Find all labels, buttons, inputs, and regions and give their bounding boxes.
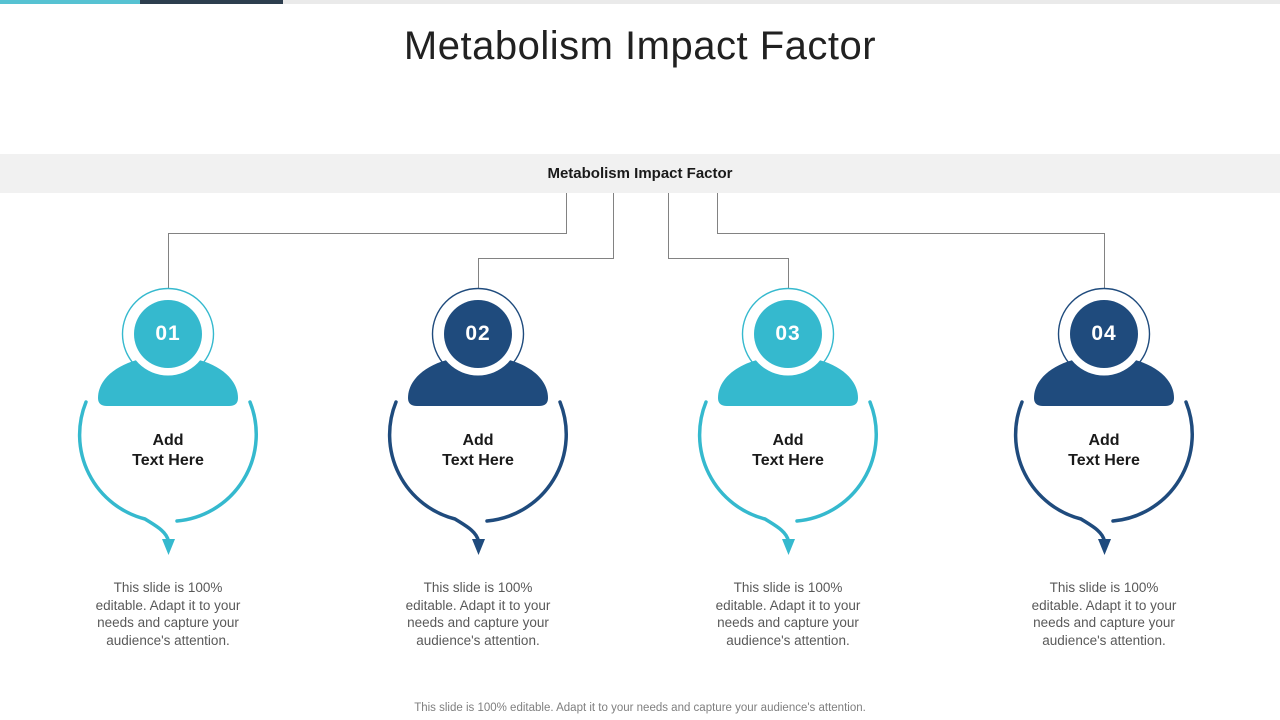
- text-circle-arc-right: [1111, 400, 1194, 523]
- connector-line-2: [478, 193, 614, 289]
- step-number-1: 01: [155, 322, 181, 345]
- text-circle-arc-right: [175, 400, 258, 523]
- curved-arrow-icon: [162, 539, 175, 555]
- person-avatar-head: [754, 300, 822, 368]
- text-circle-arc-left-arrow: [387, 400, 481, 543]
- description-line: needs and capture your: [1033, 615, 1175, 630]
- description-line: audience's attention.: [106, 632, 230, 648]
- add-text-line: Add: [462, 432, 494, 449]
- description-line: This slide is 100%: [733, 580, 843, 595]
- item-description-2: This slide is 100% editable. Adapt it to…: [368, 579, 588, 649]
- text-circle-arc-right: [485, 400, 568, 523]
- connector-line-3: [668, 193, 789, 289]
- step-number-2: 02: [465, 322, 491, 345]
- description-line: audience's attention.: [726, 632, 850, 648]
- description-line: needs and capture your: [407, 615, 549, 630]
- add-text-line: Text Here: [442, 452, 514, 469]
- step-number-4: 04: [1091, 322, 1117, 345]
- footer-note: This slide is 100% editable. Adapt it to…: [414, 702, 866, 714]
- text-circle-arc-left-arrow: [697, 400, 791, 543]
- section-banner: Metabolism Impact Factor: [0, 154, 1280, 193]
- item-description-1: This slide is 100% editable. Adapt it to…: [58, 579, 278, 649]
- connector-line-4: [717, 193, 1105, 289]
- top-accent-bar-dark: [140, 0, 283, 4]
- step-number-3: 03: [775, 322, 801, 345]
- add-text-placeholder-2[interactable]: Add Text Here: [398, 431, 558, 471]
- add-text-placeholder-3[interactable]: Add Text Here: [708, 431, 868, 471]
- description-line: editable. Adapt it to your: [405, 597, 551, 613]
- top-accent-bar-base: [0, 0, 1280, 4]
- add-text-line: Text Here: [132, 452, 204, 469]
- description-line: needs and capture your: [97, 615, 239, 630]
- process-item-3-graphic: [697, 287, 878, 555]
- description-line: audience's attention.: [416, 632, 540, 648]
- description-line: editable. Adapt it to your: [95, 597, 241, 613]
- person-avatar-head: [1070, 300, 1138, 368]
- add-text-placeholder-1[interactable]: Add Text Here: [88, 431, 248, 471]
- text-circle-arc-right: [795, 400, 878, 523]
- person-avatar-shoulders: [98, 356, 238, 406]
- item-description-3: This slide is 100% editable. Adapt it to…: [678, 579, 898, 649]
- person-avatar-shoulders: [1034, 356, 1174, 406]
- add-text-line: Add: [772, 432, 804, 449]
- page-title: Metabolism Impact Factor: [403, 24, 877, 68]
- process-item-1-graphic: [77, 287, 258, 555]
- add-text-line: Add: [152, 432, 184, 449]
- curved-arrow-icon: [782, 539, 795, 555]
- description-line: needs and capture your: [717, 615, 859, 630]
- process-item-2-graphic: [387, 287, 568, 555]
- curved-arrow-icon: [472, 539, 485, 555]
- person-avatar-shoulders: [408, 356, 548, 406]
- add-text-line: Text Here: [752, 452, 824, 469]
- description-line: This slide is 100%: [1049, 580, 1159, 595]
- add-text-line: Add: [1088, 432, 1120, 449]
- person-avatar-head: [134, 300, 202, 368]
- add-text-placeholder-4[interactable]: Add Text Here: [1024, 431, 1184, 471]
- top-accent-bar-cyan: [0, 0, 140, 4]
- description-line: editable. Adapt it to your: [715, 597, 861, 613]
- process-item-4-graphic: [1013, 287, 1194, 555]
- description-line: This slide is 100%: [423, 580, 533, 595]
- person-avatar-shoulders: [718, 356, 858, 406]
- text-circle-arc-left-arrow: [77, 400, 171, 543]
- curved-arrow-icon: [1098, 539, 1111, 555]
- description-line: This slide is 100%: [113, 580, 223, 595]
- section-banner-label: Metabolism Impact Factor: [547, 165, 733, 182]
- add-text-line: Text Here: [1068, 452, 1140, 469]
- person-avatar-head: [444, 300, 512, 368]
- item-description-4: This slide is 100% editable. Adapt it to…: [994, 579, 1214, 649]
- text-circle-arc-left-arrow: [1013, 400, 1107, 543]
- description-line: editable. Adapt it to your: [1031, 597, 1177, 613]
- description-line: audience's attention.: [1042, 632, 1166, 648]
- connector-line-1: [168, 193, 567, 289]
